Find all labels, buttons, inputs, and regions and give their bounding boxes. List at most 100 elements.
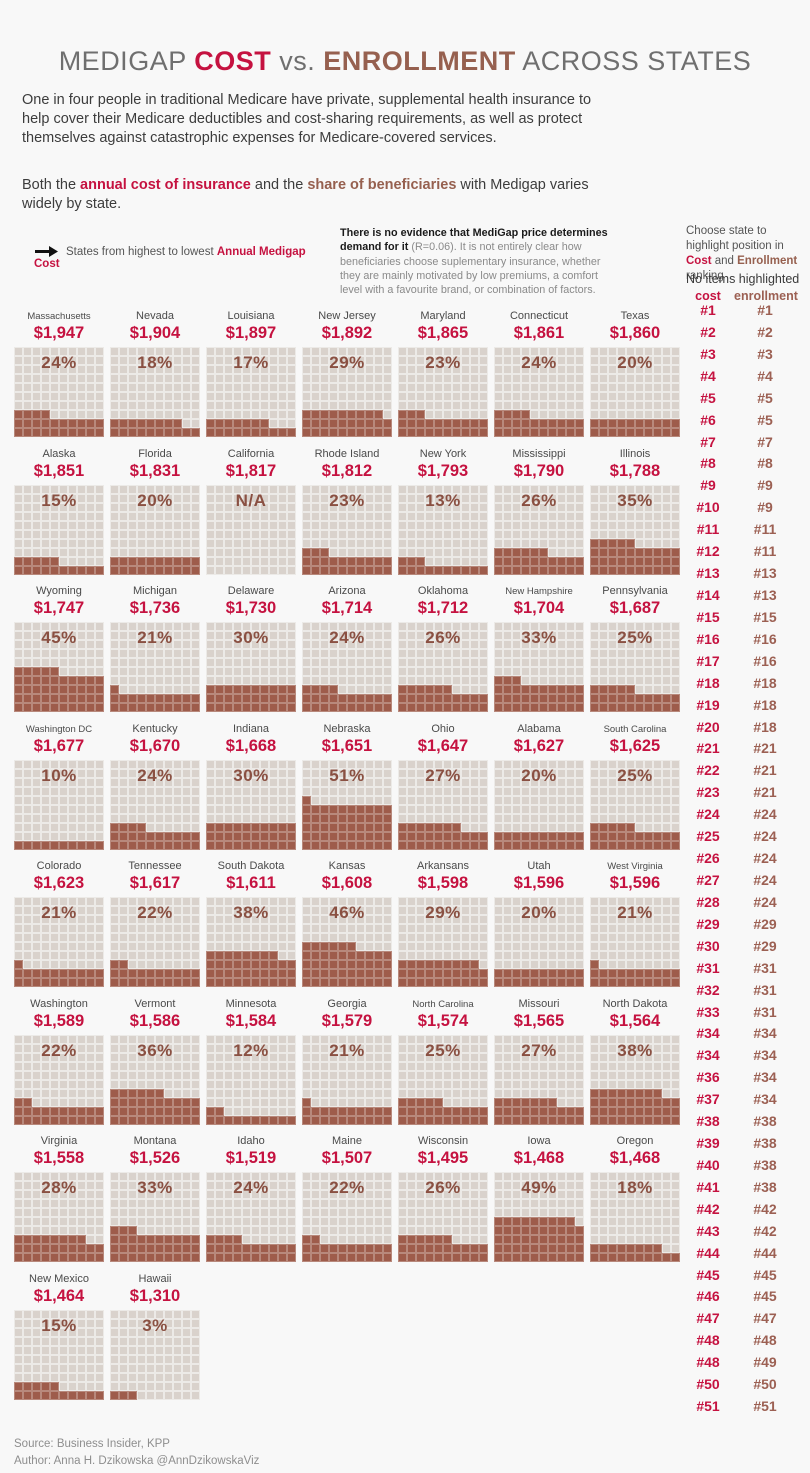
state-card-michigan[interactable]: Michigan $1,736 21% (110, 585, 200, 712)
state-card-south-carolina[interactable]: South Carolina $1,625 25% (590, 723, 680, 850)
state-card-louisiana[interactable]: Louisiana $1,897 17% (206, 310, 296, 437)
state-card-arizona[interactable]: Arizona $1,714 24% (302, 585, 392, 712)
enrollment-waffle-chart[interactable]: 22% (302, 1172, 392, 1262)
enrollment-waffle-chart[interactable]: 36% (110, 1034, 200, 1125)
waffle-cell (365, 831, 374, 841)
enrollment-waffle-chart[interactable]: 24% (14, 347, 104, 437)
enrollment-waffle-chart[interactable]: 33% (110, 1172, 200, 1262)
state-card-vermont[interactable]: Vermont $1,586 36% (110, 998, 200, 1125)
state-card-colorado[interactable]: Colorado $1,623 21% (14, 860, 104, 987)
enrollment-waffle-chart[interactable]: 27% (398, 759, 488, 850)
enrollment-waffle-chart[interactable]: 26% (494, 484, 584, 575)
enrollment-waffle-chart[interactable]: 10% (14, 759, 104, 850)
waffle-cell (590, 419, 599, 428)
state-card-tennessee[interactable]: Tennessee $1,617 22% (110, 860, 200, 987)
state-card-alabama[interactable]: Alabama $1,627 20% (494, 723, 584, 850)
state-card-connecticut[interactable]: Connecticut $1,861 24% (494, 310, 584, 437)
state-card-indiana[interactable]: Indiana $1,668 30% (206, 723, 296, 850)
enrollment-waffle-chart[interactable]: 20% (494, 897, 584, 987)
enrollment-waffle-chart[interactable]: 29% (302, 347, 392, 437)
state-card-new-york[interactable]: New York $1,793 13% (398, 448, 488, 575)
enrollment-waffle-chart[interactable]: 15% (14, 484, 104, 575)
enrollment-waffle-chart[interactable]: 20% (590, 347, 680, 437)
enrollment-waffle-chart[interactable]: 25% (590, 622, 680, 712)
enrollment-waffle-chart[interactable]: 38% (206, 897, 296, 987)
state-card-new-hampshire[interactable]: New Hampshire $1,704 33% (494, 585, 584, 712)
enrollment-waffle-chart[interactable]: 30% (206, 622, 296, 712)
enrollment-waffle-chart[interactable]: 28% (14, 1172, 104, 1262)
state-card-north-dakota[interactable]: North Dakota $1,564 38% (590, 998, 680, 1125)
enrollment-waffle-chart[interactable]: 22% (110, 897, 200, 987)
state-card-kansas[interactable]: Kansas $1,608 46% (302, 860, 392, 987)
state-card-washington[interactable]: Washington $1,589 22% (14, 998, 104, 1125)
state-card-wyoming[interactable]: Wyoming $1,747 45% (14, 585, 104, 712)
enrollment-waffle-chart[interactable]: 29% (398, 897, 488, 987)
state-card-alaska[interactable]: Alaska $1,851 15% (14, 448, 104, 575)
state-card-florida[interactable]: Florida $1,831 20% (110, 448, 200, 575)
enrollment-waffle-chart[interactable]: 20% (494, 759, 584, 850)
enrollment-waffle-chart[interactable]: 22% (14, 1034, 104, 1125)
state-card-oklahoma[interactable]: Oklahoma $1,712 26% (398, 585, 488, 712)
enrollment-waffle-chart[interactable]: 21% (590, 897, 680, 987)
waffle-cell (512, 906, 521, 915)
state-card-montana[interactable]: Montana $1,526 33% (110, 1135, 200, 1262)
state-card-illinois[interactable]: Illinois $1,788 35% (590, 448, 680, 575)
state-card-arkansans[interactable]: Arkansans $1,598 29% (398, 860, 488, 987)
state-card-ohio[interactable]: Ohio $1,647 27% (398, 723, 488, 850)
state-card-west-virginia[interactable]: West Virginia $1,596 21% (590, 860, 680, 987)
state-card-south-dakota[interactable]: South Dakota $1,611 38% (206, 860, 296, 987)
enrollment-waffle-chart[interactable]: 20% (110, 484, 200, 575)
state-card-utah[interactable]: Utah $1,596 20% (494, 860, 584, 987)
enrollment-waffle-chart[interactable]: 21% (302, 1034, 392, 1125)
enrollment-waffle-chart[interactable]: 30% (206, 759, 296, 850)
enrollment-waffle-chart[interactable]: 17% (206, 347, 296, 437)
state-card-washington-dc[interactable]: Washington DC $1,677 10% (14, 723, 104, 850)
state-card-massachusetts[interactable]: Massachusetts $1,947 24% (14, 310, 104, 437)
state-card-nevada[interactable]: Nevada $1,904 18% (110, 310, 200, 437)
enrollment-waffle-chart[interactable]: 24% (206, 1172, 296, 1262)
state-card-delaware[interactable]: Delaware $1,730 30% (206, 585, 296, 712)
enrollment-waffle-chart[interactable]: 25% (590, 759, 680, 850)
enrollment-waffle-chart[interactable]: 33% (494, 622, 584, 712)
state-card-virginia[interactable]: Virginia $1,558 28% (14, 1135, 104, 1262)
waffle-cell (338, 768, 347, 778)
enrollment-waffle-chart[interactable]: 35% (590, 484, 680, 575)
state-card-new-jersey[interactable]: New Jersey $1,892 29% (302, 310, 392, 437)
state-card-mississippi[interactable]: Mississippi $1,790 26% (494, 448, 584, 575)
state-card-idaho[interactable]: Idaho $1,519 24% (206, 1135, 296, 1262)
enrollment-waffle-chart[interactable]: 21% (110, 622, 200, 712)
enrollment-waffle-chart[interactable]: 26% (398, 622, 488, 712)
state-card-kentucky[interactable]: Kentucky $1,670 24% (110, 723, 200, 850)
enrollment-waffle-chart[interactable]: 24% (110, 759, 200, 850)
state-card-rhode-island[interactable]: Rhode Island $1,812 23% (302, 448, 392, 575)
state-card-north-carolina[interactable]: North Carolina $1,574 25% (398, 998, 488, 1125)
state-card-minnesota[interactable]: Minnesota $1,584 12% (206, 998, 296, 1125)
state-card-maine[interactable]: Maine $1,507 22% (302, 1135, 392, 1262)
waffle-cell (14, 1226, 23, 1235)
enrollment-waffle-chart[interactable]: 38% (590, 1034, 680, 1125)
waffle-cell (278, 978, 287, 987)
enrollment-waffle-chart[interactable]: 23% (398, 347, 488, 437)
enrollment-waffle-chart[interactable]: 21% (14, 897, 104, 987)
state-card-georgia[interactable]: Georgia $1,579 21% (302, 998, 392, 1125)
enrollment-waffle-chart[interactable]: 45% (14, 622, 104, 712)
enrollment-waffle-chart[interactable]: 12% (206, 1034, 296, 1125)
enrollment-waffle-chart[interactable]: N/A (206, 484, 296, 575)
enrollment-waffle-chart[interactable]: 23% (302, 484, 392, 575)
enrollment-waffle-chart[interactable]: 24% (302, 622, 392, 712)
enrollment-waffle-chart[interactable]: 13% (398, 484, 488, 575)
state-card-pennsylvania[interactable]: Pennsylvania $1,687 25% (590, 585, 680, 712)
enrollment-waffle-chart[interactable]: 27% (494, 1034, 584, 1125)
enrollment-waffle-chart[interactable]: 25% (398, 1034, 488, 1125)
state-card-nebraska[interactable]: Nebraska $1,651 51% (302, 723, 392, 850)
waffle-cell (128, 356, 137, 365)
state-card-texas[interactable]: Texas $1,860 20% (590, 310, 680, 437)
enrollment-waffle-chart[interactable]: 51% (302, 759, 392, 850)
enrollment-waffle-chart[interactable]: 24% (494, 347, 584, 437)
state-card-maryland[interactable]: Maryland $1,865 23% (398, 310, 488, 437)
state-card-missouri[interactable]: Missouri $1,565 27% (494, 998, 584, 1125)
waffle-cell (278, 1115, 287, 1125)
enrollment-waffle-chart[interactable]: 18% (110, 347, 200, 437)
enrollment-waffle-chart[interactable]: 46% (302, 897, 392, 987)
state-card-california[interactable]: California $1,817 N/A (206, 448, 296, 575)
